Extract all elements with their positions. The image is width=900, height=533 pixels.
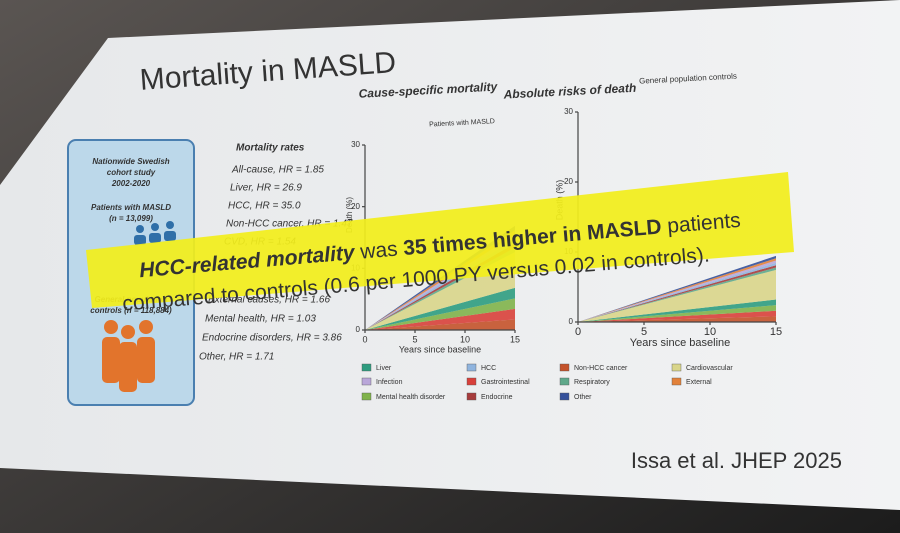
x-tick-label: 15	[510, 334, 520, 344]
legend-swatch	[466, 377, 477, 386]
x-tick-label: 10	[460, 334, 470, 344]
area-layer	[578, 267, 776, 322]
x-tick-label: 15	[770, 326, 782, 338]
box-text: cohort study	[107, 168, 156, 177]
legend-label: HCC	[481, 365, 496, 372]
legend-swatch	[361, 363, 372, 372]
rate-item: All-cause, HR = 1.85	[231, 165, 324, 176]
control-icons	[102, 320, 155, 392]
legend-label: Mental health disorder	[376, 394, 446, 401]
area-layer	[578, 299, 776, 322]
y-tick-label: 0	[569, 317, 574, 326]
x-tick-label: 10	[704, 326, 716, 338]
x-axis-label: Years since baseline	[630, 337, 731, 349]
legend-swatch	[466, 363, 477, 372]
rate-item: Endocrine disorders, HR = 3.86	[202, 333, 342, 344]
legend-swatch	[559, 392, 570, 401]
banner-segment: was	[353, 237, 404, 264]
rate-item: External causes, HR = 1.66	[208, 295, 330, 306]
legend-label: Endocrine	[481, 394, 513, 401]
box-text: Nationwide Swedish	[92, 157, 169, 166]
area-layer	[578, 255, 776, 322]
chart-subtitle: Patients with MASLD	[429, 118, 495, 128]
legend-swatch	[671, 377, 682, 386]
box-text: controls (n = 118,884)	[90, 306, 172, 315]
legend-label: Other	[574, 394, 592, 401]
legend-label: External	[686, 379, 712, 386]
rate-item: Mental health, HR = 1.03	[205, 314, 316, 325]
chart-title: Absolute risks of death	[502, 81, 636, 102]
rate-item: Non-HCC cancer, HR = 1.47	[226, 219, 353, 230]
area-layer	[365, 238, 515, 330]
rate-item: HCC, HR = 35.0	[228, 201, 301, 212]
legend-label: Cardiovascular	[686, 365, 733, 372]
x-axis-label: Years since baseline	[399, 344, 481, 354]
x-tick-label: 0	[362, 334, 367, 344]
banner-background	[86, 172, 794, 308]
rates-heading: Mortality rates	[236, 143, 305, 154]
rate-item: Liver, HR = 26.9	[230, 183, 302, 194]
legend-swatch	[559, 363, 570, 372]
y-tick-label: 20	[351, 202, 360, 211]
area-layer	[578, 269, 776, 322]
citation: Issa et al. JHEP 2025	[631, 448, 842, 473]
rate-item: Other, HR = 1.71	[199, 352, 274, 363]
area-layer	[365, 319, 515, 330]
legend-label: Liver	[376, 365, 392, 372]
y-tick-label: 20	[564, 177, 573, 186]
legend-label: Infection	[376, 379, 403, 386]
box-text: Patients with MASLD	[91, 203, 171, 212]
area-layer	[578, 265, 776, 322]
x-tick-label: 5	[641, 326, 647, 338]
y-tick-label: 30	[351, 140, 360, 149]
legend-swatch	[361, 392, 372, 401]
legend-swatch	[671, 363, 682, 372]
x-tick-label: 0	[575, 326, 581, 338]
legend-label: Respiratory	[574, 379, 610, 386]
area-layer	[365, 234, 515, 330]
area-layer	[578, 258, 776, 322]
area-layer	[365, 308, 515, 330]
legend-swatch	[466, 392, 477, 401]
box-text: 2002-2020	[111, 179, 151, 188]
patient-icons	[134, 221, 176, 245]
box-text: (n = 13,099)	[109, 214, 153, 223]
x-tick-label: 5	[412, 334, 417, 344]
legend-swatch	[361, 377, 372, 386]
legend-label: Gastrointestinal	[481, 379, 530, 386]
legend-swatch	[559, 377, 570, 386]
y-tick-label: 0	[356, 325, 361, 334]
y-axis-label: Death (%)	[345, 197, 354, 233]
legend-label: Non-HCC cancer	[574, 365, 628, 372]
y-tick-label: 30	[564, 107, 573, 116]
